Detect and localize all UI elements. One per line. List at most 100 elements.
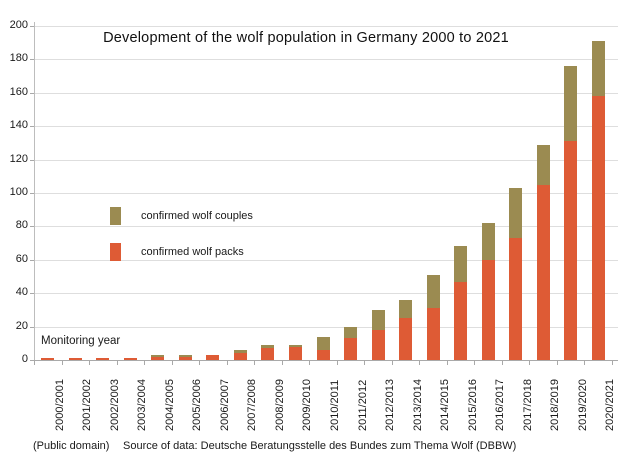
x-axis-tick <box>584 361 585 365</box>
bar-segment-packs <box>427 308 440 360</box>
bar-segment-couples <box>427 274 440 309</box>
x-tick-label: 2013/2014 <box>412 379 424 431</box>
x-tick-label: 2012/2013 <box>384 379 396 431</box>
bar-segment-couples <box>482 223 495 260</box>
x-axis-tick <box>34 361 35 365</box>
gridline <box>34 126 618 127</box>
bar-segment-couples <box>344 326 357 339</box>
bar-segment-couples <box>592 41 605 97</box>
x-tick-label: 2003/2004 <box>136 379 148 431</box>
y-tick-label: 0 <box>21 353 28 365</box>
y-tick-label: 200 <box>9 19 28 31</box>
data-source: Source of data: Deutsche Beratungsstelle… <box>123 440 517 452</box>
bar-segment-packs <box>96 358 109 360</box>
y-axis-tick <box>30 293 34 294</box>
gridline <box>34 193 618 194</box>
x-tick-label: 2004/2005 <box>164 379 176 431</box>
bar-segment-couples <box>399 299 412 319</box>
x-tick-label: 2019/2020 <box>577 379 589 431</box>
x-axis-tick <box>282 361 283 365</box>
x-axis-tick <box>62 361 63 365</box>
x-axis-tick <box>254 361 255 365</box>
bar-segment-packs <box>399 318 412 360</box>
gridline <box>34 327 618 328</box>
x-axis-title: Monitoring year <box>41 335 121 347</box>
x-tick-label: 2017/2018 <box>522 379 534 431</box>
bar-segment-packs <box>179 356 192 360</box>
chart-title: Development of the wolf population in Ge… <box>103 30 509 46</box>
x-axis-tick <box>199 361 200 365</box>
y-axis-tick <box>30 126 34 127</box>
x-axis-tick <box>447 361 448 365</box>
legend-swatch-icon <box>110 243 121 261</box>
x-axis-tick <box>337 361 338 365</box>
gridline <box>34 93 618 94</box>
bar-segment-couples <box>564 66 577 142</box>
y-tick-label: 40 <box>15 286 28 298</box>
legend-label: confirmed wolf couples <box>138 209 256 223</box>
bar-segment-packs <box>509 238 522 360</box>
bar-segment-couples <box>509 187 522 239</box>
x-tick-label: 2009/2010 <box>301 379 313 431</box>
x-axis-tick <box>392 361 393 365</box>
legend: confirmed wolf couples confirmed wolf pac… <box>110 207 256 279</box>
y-axis-tick <box>30 360 34 361</box>
gridline <box>34 226 618 227</box>
x-tick-label: 2005/2006 <box>191 379 203 431</box>
bar-segment-couples <box>289 344 302 347</box>
x-axis-tick <box>502 361 503 365</box>
gridline <box>34 59 618 60</box>
y-axis-tick <box>30 193 34 194</box>
x-tick-label: 2002/2003 <box>109 379 121 431</box>
x-tick-label: 2018/2019 <box>549 379 561 431</box>
bar-segment-packs <box>537 184 550 360</box>
bar-segment-packs <box>317 349 330 360</box>
y-tick-label: 140 <box>9 119 28 131</box>
bar-segment-packs <box>124 358 137 360</box>
x-tick-label: 2008/2009 <box>274 379 286 431</box>
bar-segment-packs <box>372 329 385 360</box>
y-tick-label: 60 <box>15 253 28 265</box>
y-axis-tick <box>30 260 34 261</box>
y-tick-label: 160 <box>9 86 28 98</box>
license-note: (Public domain) <box>33 440 110 452</box>
y-axis-tick <box>30 93 34 94</box>
gridline <box>34 160 618 161</box>
x-axis-tick <box>172 361 173 365</box>
y-tick-label: 20 <box>15 320 28 332</box>
bar-segment-couples <box>317 336 330 350</box>
bar-segment-couples <box>537 144 550 185</box>
x-tick-label: 2010/2011 <box>329 379 341 431</box>
y-axis-tick <box>30 160 34 161</box>
bar-segment-packs <box>206 354 219 360</box>
x-axis-tick <box>529 361 530 365</box>
x-axis-tick <box>117 361 118 365</box>
bar-segment-packs <box>454 281 467 360</box>
bar-segment-couples <box>234 349 247 354</box>
y-tick-label: 120 <box>9 153 28 165</box>
y-axis-tick <box>30 327 34 328</box>
y-tick-label: 100 <box>9 186 28 198</box>
y-axis-tick <box>30 26 34 27</box>
bar-segment-packs <box>234 353 247 360</box>
x-tick-label: 2014/2015 <box>439 379 451 431</box>
x-tick-label: 2000/2001 <box>54 379 66 431</box>
y-axis-tick <box>30 59 34 60</box>
legend-item: confirmed wolf couples <box>110 207 256 225</box>
bar-segment-packs <box>289 346 302 360</box>
bar-segment-packs <box>69 358 82 360</box>
bar-segment-couples <box>454 246 467 282</box>
bar-segment-packs <box>41 358 54 360</box>
bar-segment-couples <box>151 354 164 357</box>
gridline <box>34 260 618 261</box>
bar-segment-packs <box>344 338 357 360</box>
x-axis-tick <box>364 361 365 365</box>
bar-segment-packs <box>261 348 274 360</box>
legend-swatch-icon <box>110 207 121 225</box>
bar-segment-couples <box>261 344 274 349</box>
gridline <box>34 293 618 294</box>
legend-label: confirmed wolf packs <box>138 245 247 259</box>
x-tick-label: 2001/2002 <box>81 379 93 431</box>
x-axis-tick <box>419 361 420 365</box>
